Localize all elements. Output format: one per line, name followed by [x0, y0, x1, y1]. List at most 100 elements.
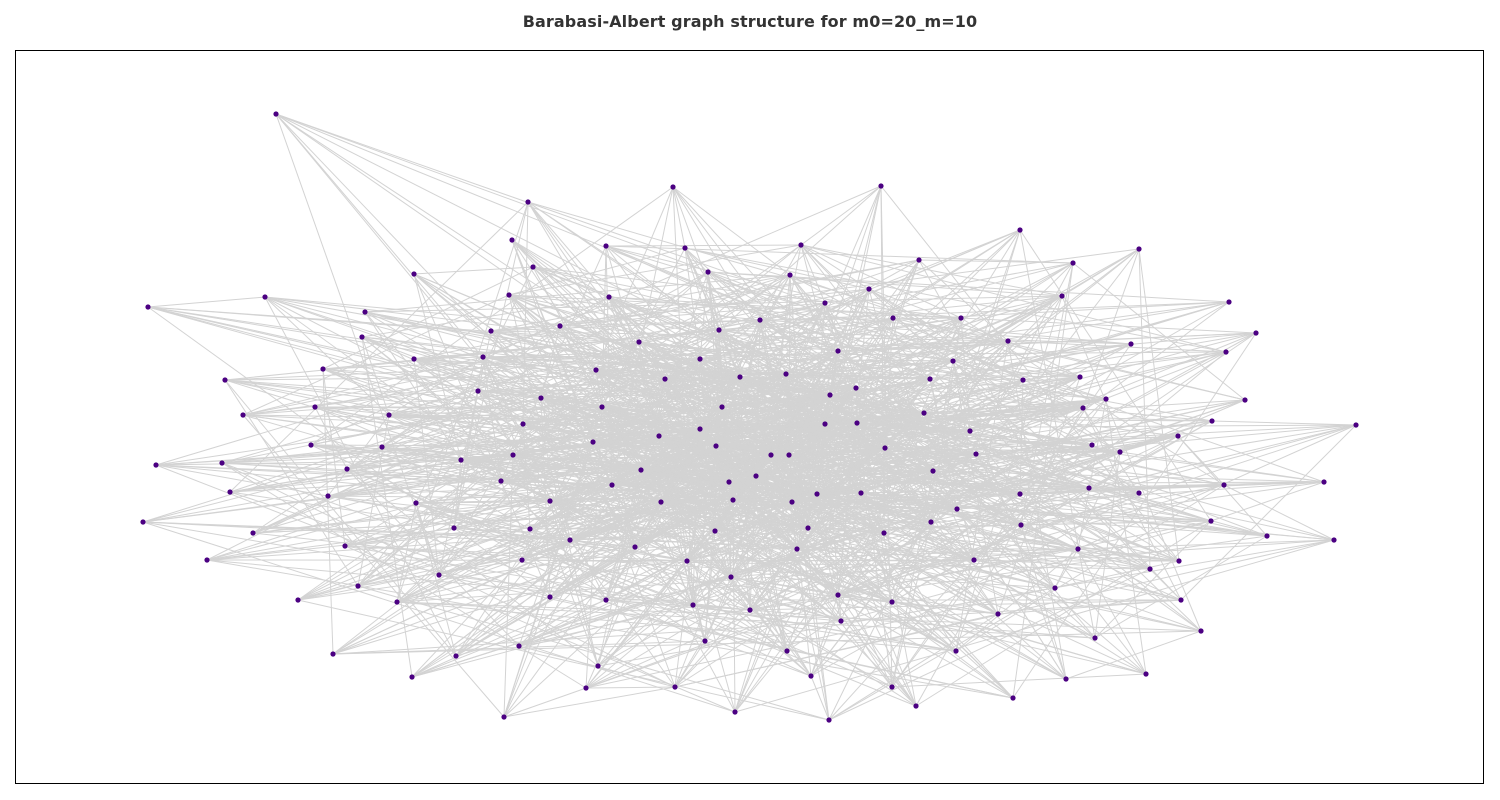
- graph-node: [153, 462, 159, 468]
- graph-node: [1353, 422, 1359, 428]
- graph-edge: [438, 539, 571, 576]
- graph-node: [590, 439, 596, 445]
- graph-edge: [755, 185, 882, 477]
- graph-node: [786, 452, 792, 458]
- graph-node: [599, 404, 605, 410]
- graph-node: [312, 404, 318, 410]
- graph-node: [916, 257, 922, 263]
- graph-node: [379, 444, 385, 450]
- graph-edge: [511, 239, 723, 408]
- graph-edge: [952, 360, 1067, 680]
- graph-edge: [364, 295, 1063, 313]
- graph-node: [712, 528, 718, 534]
- graph-edge: [221, 462, 676, 688]
- graph-node: [636, 339, 642, 345]
- graph-edge: [229, 491, 688, 562]
- graph-node: [593, 367, 599, 373]
- graph-edge: [242, 414, 886, 449]
- graph-edge: [155, 274, 791, 466]
- graph-edge: [438, 423, 524, 576]
- graph-node: [719, 404, 725, 410]
- graph-edge: [728, 481, 1212, 522]
- graph-edge: [807, 302, 826, 529]
- graph-edge: [960, 295, 1063, 319]
- graph-edge: [142, 521, 636, 548]
- graph-edge: [770, 424, 1357, 456]
- graph-edge: [508, 294, 1182, 601]
- graph-edge: [252, 532, 999, 615]
- graph-edge: [264, 296, 457, 657]
- graph-node: [737, 374, 743, 380]
- graph-edge: [749, 599, 1182, 611]
- graph-edge: [788, 332, 1257, 456]
- graph-node: [632, 544, 638, 550]
- graph-edge: [829, 394, 1335, 541]
- graph-node: [794, 546, 800, 552]
- graph-node: [557, 323, 563, 329]
- graph-node: [716, 327, 722, 333]
- graph-edge: [147, 306, 551, 598]
- graph-edge: [718, 301, 1230, 331]
- graph-node: [670, 184, 676, 190]
- graph-node: [1010, 695, 1016, 701]
- graph-node: [726, 479, 732, 485]
- graph-edge: [455, 329, 720, 657]
- graph-node: [853, 385, 859, 391]
- graph-node: [835, 348, 841, 354]
- graph-node: [1136, 246, 1142, 252]
- graph-edge: [508, 247, 686, 296]
- graph-node: [330, 651, 336, 657]
- graph-edge: [357, 585, 830, 721]
- graph-edge: [206, 559, 751, 611]
- graph-node: [732, 709, 738, 715]
- graph-edge: [730, 424, 1357, 578]
- graph-node: [878, 183, 884, 189]
- graph-edge: [718, 329, 839, 352]
- graph-edge: [224, 379, 603, 408]
- graph-node: [1117, 449, 1123, 455]
- graph-edge: [411, 424, 1357, 678]
- graph-edge: [1065, 630, 1202, 680]
- figure-title: Barabasi-Albert graph structure for m0=2…: [522, 12, 978, 31]
- graph-edge: [229, 469, 642, 493]
- graph-node: [1136, 490, 1142, 496]
- graph-edge: [275, 113, 751, 611]
- graph-edge: [490, 274, 791, 332]
- graph-edge: [147, 306, 1081, 378]
- graph-node: [713, 443, 719, 449]
- graph-edge: [396, 601, 1202, 632]
- graph-edge: [155, 464, 613, 486]
- graph-node: [1017, 491, 1023, 497]
- graph-node: [787, 272, 793, 278]
- graph-node: [595, 663, 601, 669]
- graph-edge: [975, 453, 1147, 675]
- graph-edge: [264, 296, 662, 503]
- graph-edge: [532, 266, 1090, 489]
- graph-node: [506, 292, 512, 298]
- graph-edge: [1012, 332, 1257, 699]
- graph-node: [1020, 377, 1026, 383]
- graph-edge: [500, 480, 1202, 632]
- graph-edge: [824, 423, 842, 622]
- graph-edge: [699, 262, 1074, 360]
- graph-edge: [147, 306, 757, 477]
- graph-node: [1052, 585, 1058, 591]
- graph-node: [805, 525, 811, 531]
- graph-edge: [396, 201, 529, 603]
- graph-edge: [275, 113, 831, 396]
- graph-edge: [828, 559, 975, 721]
- graph-edge: [490, 330, 1009, 342]
- graph-node: [1208, 518, 1214, 524]
- graph-edge: [585, 454, 772, 689]
- graph-edge: [714, 424, 1357, 532]
- graph-edge: [585, 406, 603, 689]
- graph-node: [1321, 479, 1327, 485]
- graph-edge: [791, 481, 1325, 503]
- graph-edge: [707, 271, 734, 501]
- graph-edge: [800, 244, 1227, 353]
- graph-node: [690, 602, 696, 608]
- graph-edge: [527, 201, 812, 677]
- graph-edge: [490, 301, 1230, 332]
- graph-edge: [242, 356, 484, 416]
